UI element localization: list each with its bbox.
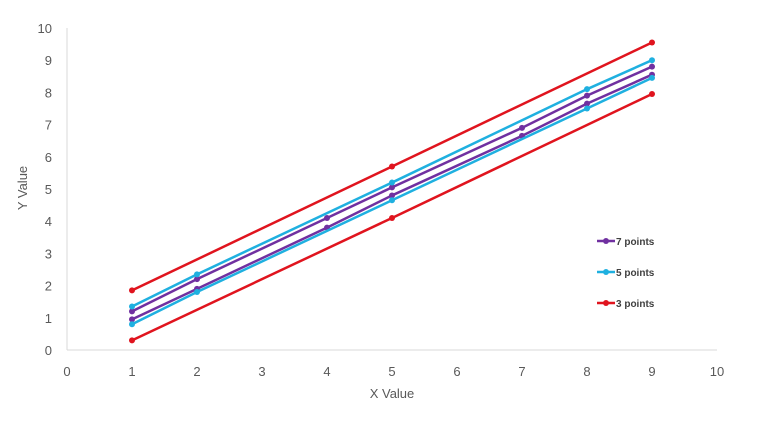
x-tick-label: 9 [648,364,655,379]
series-7-points [129,63,655,323]
legend-marker-icon [603,238,609,244]
data-point-marker [194,289,200,296]
data-point-marker [129,308,135,315]
x-axis-title: X Value [370,386,415,401]
data-point-marker [129,316,135,323]
data-point-marker [129,337,135,344]
series-5-points [129,57,655,328]
legend-label: 7 points [616,237,655,248]
x-tick-label: 1 [128,364,135,379]
y-tick-label: 9 [45,53,52,68]
y-tick-label: 1 [45,311,52,326]
legend-label: 5 points [616,268,655,279]
legend-item: 7 points [597,237,655,248]
y-tick-label: 0 [45,343,52,358]
data-point-marker [649,57,655,64]
data-point-marker [129,321,135,328]
legend-label: 3 points [616,299,655,310]
axes: 0 1 2 3 4 5 6 7 8 9 10 0 1 2 3 4 5 6 7 8 9 10 [38,21,725,379]
data-point-marker [389,184,395,191]
legend: 7 points 5 points 3 points [597,237,655,310]
data-point-marker [584,92,590,99]
data-point-marker [389,214,395,221]
legend-marker-icon [603,300,609,306]
data-point-marker [649,91,655,98]
y-axis-title: Y Value [15,166,30,210]
data-point-marker [129,303,135,310]
y-tick-label: 6 [45,150,52,165]
data-point-marker [324,214,330,221]
legend-marker-icon [603,269,609,275]
y-tick-label: 2 [45,279,52,294]
x-tick-label: 8 [583,364,590,379]
data-point-marker [389,163,395,170]
x-tick-label: 0 [63,364,70,379]
legend-item: 5 points [597,268,655,279]
series-3-points [129,39,655,344]
data-point-marker [584,105,590,112]
y-tick-label: 10 [38,21,52,36]
data-point-marker [389,192,395,199]
data-point-marker [129,287,135,294]
x-tick-label: 4 [323,364,330,379]
x-tick-label: 6 [453,364,460,379]
x-tick-label: 3 [258,364,265,379]
data-point-marker [584,86,590,93]
data-point-marker [649,63,655,70]
data-point-marker [649,39,655,46]
y-tick-label: 3 [45,246,52,261]
y-tick-label: 8 [45,85,52,100]
data-point-marker [194,276,200,283]
data-point-marker [389,179,395,186]
x-tick-label: 2 [193,364,200,379]
plot-area [129,39,655,344]
y-tick-label: 7 [45,118,52,133]
data-point-marker [519,124,525,131]
legend-item: 3 points [597,299,655,310]
y-tick-label: 4 [45,214,52,229]
data-point-marker [649,74,655,81]
x-tick-label: 5 [388,364,395,379]
x-tick-label: 7 [518,364,525,379]
data-point-marker [389,197,395,204]
y-tick-label: 5 [45,182,52,197]
x-tick-label: 10 [710,364,724,379]
data-point-marker [584,100,590,107]
data-point-marker [194,271,200,278]
